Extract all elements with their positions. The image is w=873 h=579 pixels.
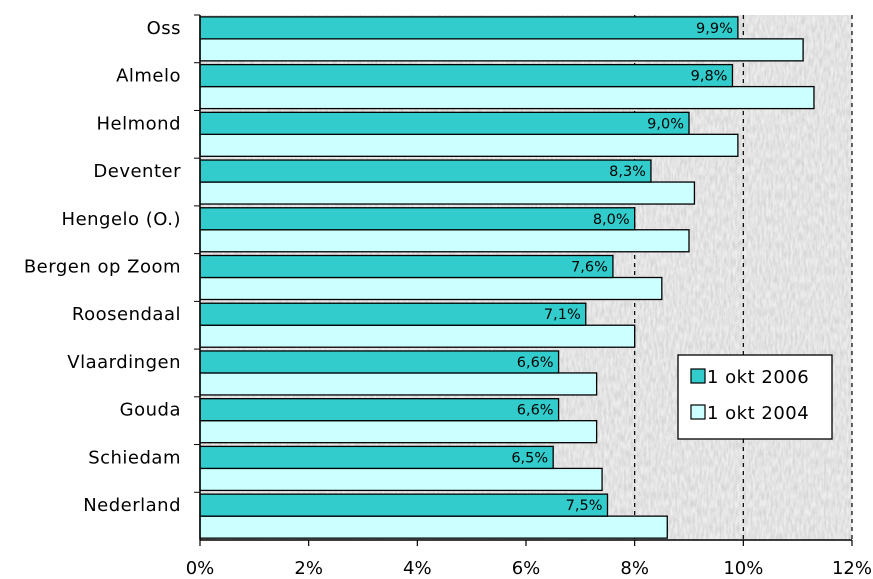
category-label-1: Almelo	[116, 66, 181, 87]
bar-2006-5	[199, 254, 614, 279]
category-label-3: Deventer	[93, 161, 181, 182]
bar-2004-4	[199, 229, 690, 253]
x-tick-label-2: 2%	[294, 558, 323, 579]
category-label-8: Gouda	[120, 400, 181, 421]
data-label-2006-6: 7,1%	[544, 307, 581, 323]
bar-2006-0	[199, 16, 739, 40]
bar-2006-4	[199, 207, 636, 231]
bar-2004-6	[199, 324, 636, 348]
category-label-6: Roosendaal	[72, 304, 181, 325]
bar-2004-1	[199, 85, 815, 110]
data-label-2006-10: 7,5%	[566, 498, 603, 514]
bar-2004-0	[199, 38, 804, 62]
category-label-4: Hengelo (O.)	[62, 209, 181, 230]
x-tick-label-10: 10%	[723, 558, 763, 579]
category-label-9: Schiedam	[88, 447, 181, 468]
bar-2006-7	[199, 350, 560, 374]
bar-2006-10	[199, 493, 609, 517]
category-label-5: Bergen op Zoom	[24, 257, 181, 278]
data-label-2006-1: 9,8%	[691, 69, 728, 85]
x-tick-label-8: 8%	[620, 558, 649, 579]
x-tick-label-4: 4%	[403, 558, 432, 579]
bar-2006-6	[199, 302, 587, 326]
data-label-2006-2: 9,0%	[647, 116, 684, 132]
bar-2004-10	[199, 515, 668, 539]
bar-2006-3	[199, 159, 652, 183]
legend-label-0: 1 okt 2006	[707, 367, 809, 388]
data-label-2006-3: 8,3%	[609, 164, 646, 180]
category-label-0: Oss	[147, 18, 181, 39]
legend: 1 okt 2006 1 okt 2004	[677, 354, 833, 440]
bar-2004-5	[199, 276, 663, 301]
labels-group: 9,9% Oss 9,8% Almelo 9,0% Helmond 8,3% Deventer…	[24, 18, 872, 579]
bar-2004-3	[199, 181, 696, 205]
bar-2006-8	[199, 398, 560, 422]
data-label-2006-9: 6,5%	[511, 450, 548, 466]
bar-2004-9	[199, 467, 603, 492]
data-label-2006-5: 7,6%	[571, 260, 608, 276]
data-label-2006-7: 6,6%	[517, 355, 554, 371]
data-label-2006-4: 8,0%	[593, 212, 630, 228]
axes	[194, 14, 853, 546]
data-label-2006-8: 6,6%	[517, 403, 554, 419]
data-label-2006-0: 9,9%	[696, 21, 733, 37]
category-label-7: Vlaardingen	[67, 352, 181, 373]
bar-2004-7	[199, 372, 598, 396]
bar-2006-9	[199, 445, 554, 470]
x-tick-label-6: 6%	[512, 558, 541, 579]
legend-label-1: 1 okt 2004	[707, 403, 809, 424]
category-label-10: Nederland	[83, 495, 181, 516]
bar-2006-1	[199, 63, 734, 88]
x-tick-label-12: 12%	[832, 558, 872, 579]
bar-2004-8	[199, 420, 598, 444]
x-tick-label-0: 0%	[186, 558, 215, 579]
bar-2004-2	[199, 133, 739, 157]
bar-2006-2	[199, 111, 690, 135]
legend-swatch-1	[690, 404, 706, 420]
category-label-2: Helmond	[97, 113, 182, 134]
legend-swatch-0	[690, 368, 706, 384]
